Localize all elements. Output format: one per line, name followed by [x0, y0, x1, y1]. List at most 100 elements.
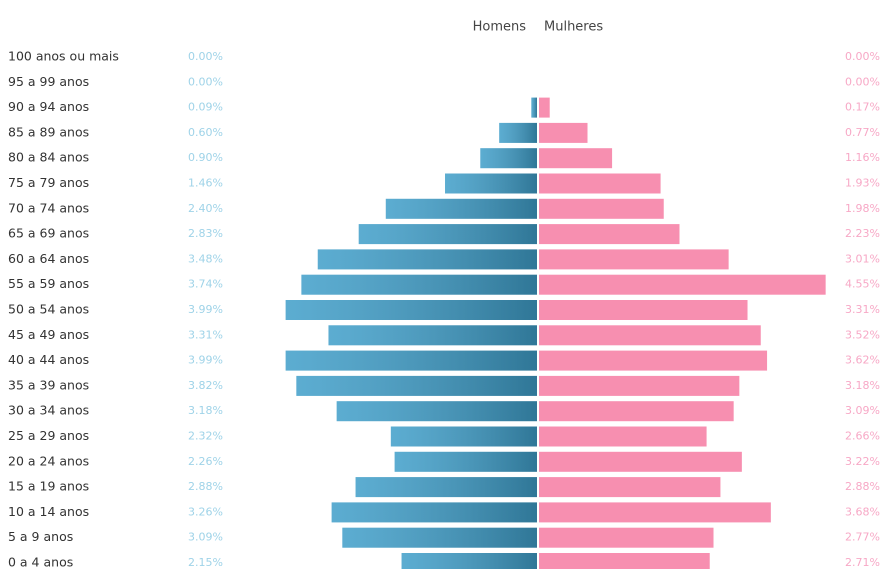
bar-shade: [296, 375, 537, 396]
category-label: 55 a 59 anos: [8, 276, 89, 291]
value-label: 0.00%: [188, 75, 223, 88]
value-label: 3.31%: [845, 303, 880, 316]
bar-women: [539, 553, 710, 569]
category-label: 40 a 44 anos: [8, 352, 89, 367]
bar-women: [539, 477, 721, 498]
bar-women: [539, 325, 761, 346]
value-label: 1.16%: [845, 151, 880, 164]
bar-shade: [499, 122, 537, 143]
category-label: 15 a 19 anos: [8, 479, 89, 494]
bar-women: [539, 375, 740, 396]
value-label: 3.22%: [845, 455, 880, 468]
value-label: 0.09%: [188, 101, 223, 114]
category-label: 65 a 69 anos: [8, 226, 89, 241]
legend-women: Mulheres: [544, 20, 603, 35]
value-label: 2.26%: [188, 455, 223, 468]
value-label: 2.23%: [845, 227, 880, 240]
bar-women: [539, 198, 664, 219]
value-label: 0.00%: [845, 75, 880, 88]
bar-shade: [531, 97, 537, 118]
value-label: 3.74%: [188, 278, 223, 291]
value-label: 1.98%: [845, 202, 880, 215]
bar-shade: [358, 224, 537, 245]
value-label: 3.09%: [845, 404, 880, 417]
value-label: 2.66%: [845, 430, 880, 443]
value-label: 2.71%: [845, 556, 880, 569]
bar-women: [539, 527, 714, 548]
value-label: 3.68%: [845, 505, 880, 518]
category-label: 75 a 79 anos: [8, 175, 89, 190]
bar-shade: [331, 502, 537, 523]
category-label: 50 a 54 anos: [8, 302, 89, 317]
bar-shade: [355, 477, 537, 498]
category-label: 35 a 39 anos: [8, 377, 89, 392]
bar-women: [539, 451, 742, 472]
value-label: 2.15%: [188, 556, 223, 569]
bar-women: [539, 274, 826, 295]
value-label: 0.90%: [188, 151, 223, 164]
value-label: 3.99%: [188, 354, 223, 367]
bar-women: [539, 249, 729, 270]
bar-shade: [285, 350, 537, 371]
bar-women: [539, 122, 588, 143]
bar-shade: [317, 249, 537, 270]
bar-women: [539, 300, 748, 320]
bar-shade: [385, 198, 537, 219]
bar-shade: [390, 426, 537, 447]
category-label: 90 a 94 anos: [8, 99, 89, 114]
category-label: 60 a 64 anos: [8, 251, 89, 266]
value-label: 1.46%: [188, 177, 223, 190]
category-label: 100 anos ou mais: [8, 49, 119, 64]
value-label: 3.09%: [188, 531, 223, 544]
bar-women: [539, 401, 734, 422]
bar-women: [539, 173, 661, 194]
bar-shade: [480, 148, 537, 169]
value-label: 3.82%: [188, 379, 223, 392]
value-label: 2.83%: [188, 227, 223, 240]
category-label: 80 a 84 anos: [8, 150, 89, 165]
bar-shade: [445, 173, 537, 194]
category-label: 25 a 29 anos: [8, 428, 89, 443]
value-label: 2.77%: [845, 531, 880, 544]
category-label: 10 a 14 anos: [8, 504, 89, 519]
value-label: 1.93%: [845, 177, 880, 190]
value-label: 0.00%: [188, 50, 223, 63]
category-label: 0 a 4 anos: [8, 555, 73, 569]
value-label: 2.40%: [188, 202, 223, 215]
category-label: 45 a 49 anos: [8, 327, 89, 342]
category-label: 5 a 9 anos: [8, 529, 73, 544]
bar-shade: [328, 325, 537, 346]
bar-women: [539, 350, 768, 371]
bar-shade: [336, 401, 537, 422]
bar-shade: [301, 274, 537, 295]
value-label: 3.52%: [845, 328, 880, 341]
category-label: 95 a 99 anos: [8, 74, 89, 89]
value-label: 3.99%: [188, 303, 223, 316]
category-label: 20 a 24 anos: [8, 453, 89, 468]
value-label: 3.62%: [845, 354, 880, 367]
value-label: 2.32%: [188, 430, 223, 443]
value-label: 0.17%: [845, 101, 880, 114]
value-label: 2.88%: [188, 480, 223, 493]
bar-shade: [342, 527, 537, 548]
value-label: 0.00%: [845, 50, 880, 63]
value-label: 0.60%: [188, 126, 223, 139]
bar-shade: [394, 451, 537, 472]
bar-shade: [285, 300, 537, 320]
value-label: 3.01%: [845, 252, 880, 265]
value-label: 3.31%: [188, 328, 223, 341]
value-label: 3.48%: [188, 252, 223, 265]
category-label: 30 a 34 anos: [8, 403, 89, 418]
bar-women: [539, 426, 707, 447]
value-label: 4.55%: [845, 278, 880, 291]
bar-women: [539, 97, 550, 118]
value-label: 3.18%: [188, 404, 223, 417]
bar-women: [539, 502, 771, 523]
category-label: 70 a 74 anos: [8, 200, 89, 215]
legend-men: Homens: [473, 20, 527, 35]
value-label: 3.26%: [188, 505, 223, 518]
bar-women: [539, 148, 613, 169]
bar-shade: [401, 553, 537, 569]
bar-women: [539, 224, 680, 245]
value-label: 2.88%: [845, 480, 880, 493]
